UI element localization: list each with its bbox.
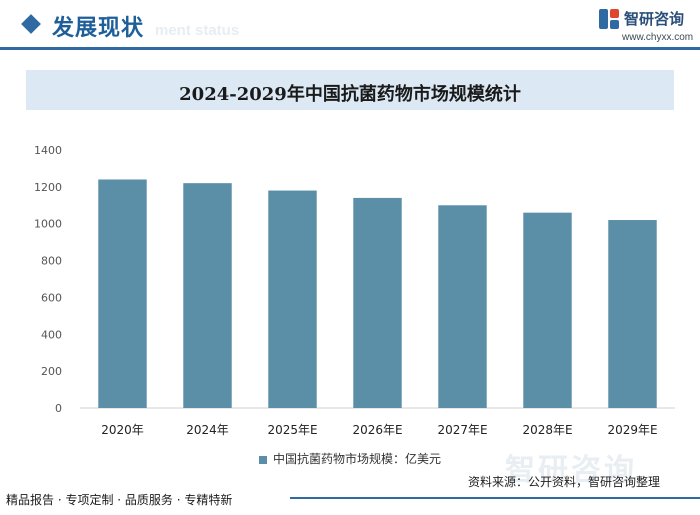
footer-text: 精品报告 · 专项定制 · 品质服务 · 专精特新	[6, 493, 233, 507]
x-tick-label: 2027年E	[437, 423, 487, 437]
y-tick-label: 0	[55, 402, 62, 415]
watermark: 智研咨询	[505, 453, 637, 488]
y-tick-label: 1200	[34, 181, 62, 194]
bar	[183, 183, 232, 408]
y-tick-label: 1000	[34, 218, 62, 231]
header-divider	[0, 47, 700, 50]
x-tick-label: 2024年	[186, 423, 229, 437]
chart-legend: 中国抗菌药物市场规模：亿美元	[0, 450, 700, 467]
header-bar: ment status 发展现状 智研咨询 www.chyxx.com	[0, 0, 700, 58]
section-title: 发展现状	[52, 16, 145, 41]
y-tick-label: 1400	[34, 144, 62, 157]
brand-logo-icon	[599, 9, 619, 29]
footer-band	[0, 488, 700, 515]
x-tick-label: 2029年E	[607, 423, 657, 437]
bar	[523, 212, 572, 408]
y-tick-label: 800	[41, 255, 62, 268]
legend-swatch	[258, 455, 267, 464]
chart-title: 2024-2029年中国抗菌药物市场规模统计	[179, 84, 521, 105]
x-tick-label: 2026年E	[352, 423, 402, 437]
x-tick-label: 2028年E	[522, 423, 572, 437]
brand-name: 智研咨询	[624, 10, 685, 28]
bar	[268, 190, 317, 408]
legend-label: 中国抗菌药物市场规模：亿美元	[272, 452, 441, 466]
footer-divider	[290, 497, 700, 499]
bar	[353, 197, 402, 408]
section-subtitle: ment status	[155, 22, 240, 39]
bar	[98, 179, 147, 408]
brand-url: www.chyxx.com	[622, 32, 694, 43]
source-note: 资料来源：公开资料，智研咨询整理	[468, 475, 661, 489]
x-tick-label: 2020年	[101, 423, 144, 437]
y-tick-label: 200	[41, 365, 62, 378]
chart-title-band: 2024-2029年中国抗菌药物市场规模统计	[26, 70, 674, 110]
bar	[438, 205, 487, 408]
x-tick-label: 2025年E	[267, 423, 317, 437]
bar	[608, 220, 657, 408]
y-tick-label: 400	[41, 328, 62, 341]
y-tick-label: 600	[41, 291, 62, 304]
